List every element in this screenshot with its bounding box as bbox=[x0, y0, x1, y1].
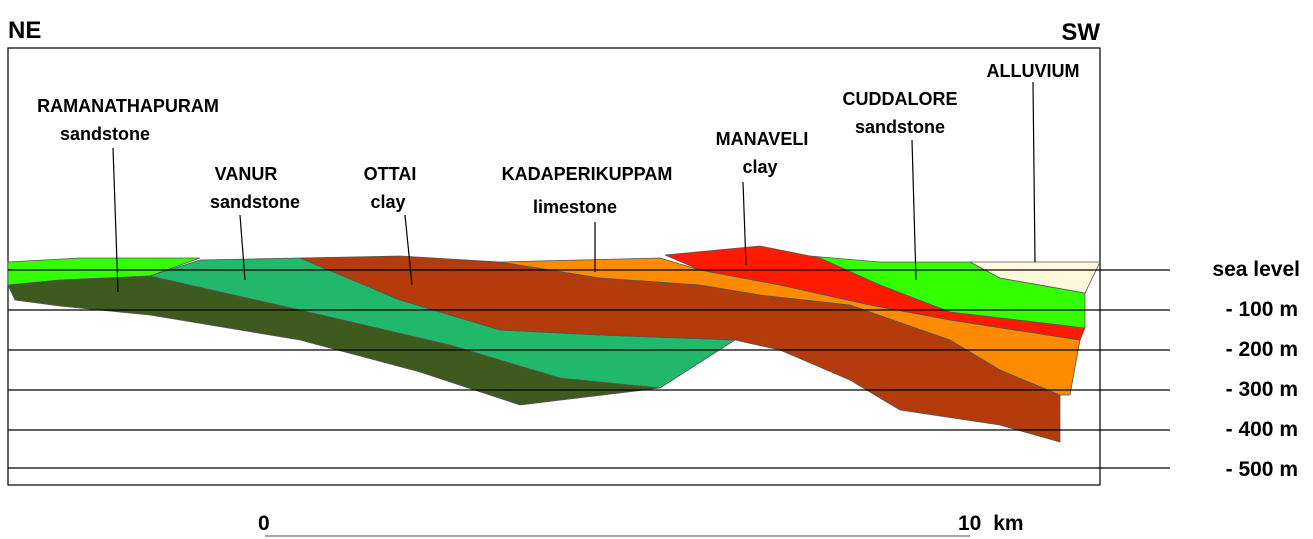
depth-label: - 400 m bbox=[1226, 418, 1298, 441]
formation-name: RAMANATHAPURAM bbox=[37, 96, 219, 116]
formation-name: VANUR bbox=[215, 164, 278, 184]
formation-rock: sandstone bbox=[60, 124, 150, 144]
formation-name: OTTAI bbox=[364, 164, 417, 184]
pointer bbox=[239, 214, 246, 281]
direction-ne: NE bbox=[8, 17, 41, 44]
formation-name: MANAVELI bbox=[716, 129, 809, 149]
pointer bbox=[911, 139, 917, 281]
formation-rock: sandstone bbox=[210, 192, 300, 212]
formation-rock: clay bbox=[742, 157, 777, 177]
scale-start: 0 bbox=[258, 512, 270, 535]
depth-label: - 200 m bbox=[1226, 338, 1298, 361]
direction-sw: SW bbox=[1061, 19, 1100, 46]
formation-rock: limestone bbox=[533, 197, 617, 217]
pointer bbox=[404, 214, 413, 286]
formation-rock: sandstone bbox=[855, 117, 945, 137]
formation-name: KADAPERIKUPPAM bbox=[502, 164, 673, 184]
depth-label: - 500 m bbox=[1226, 458, 1298, 481]
depth-label: sea level bbox=[1212, 258, 1300, 281]
pointer bbox=[742, 181, 747, 266]
scale-end: 10 km bbox=[958, 512, 1024, 535]
pointer bbox=[1032, 81, 1036, 263]
formation-name: CUDDALORE bbox=[843, 89, 958, 109]
formation-rock: clay bbox=[370, 192, 405, 212]
depth-label: - 100 m bbox=[1226, 298, 1298, 321]
formation-name: ALLUVIUM bbox=[987, 61, 1080, 81]
pointer bbox=[112, 147, 119, 293]
depth-label: - 300 m bbox=[1226, 378, 1298, 401]
